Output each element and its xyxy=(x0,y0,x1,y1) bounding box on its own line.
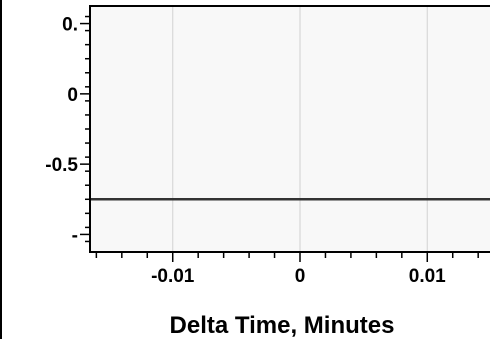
y-tick-label-0: 0. xyxy=(62,15,78,36)
x-tick-label-0: -0.01 xyxy=(151,266,195,287)
y-axis: 0. 0 -0.5 - xyxy=(45,15,90,246)
grid-lines xyxy=(172,6,428,252)
window-left-border xyxy=(0,0,2,339)
y-tick-label-2: -0.5 xyxy=(45,155,78,176)
x-tick-label-2: 0.01 xyxy=(409,266,446,287)
y-tick-label-3: - xyxy=(72,225,78,246)
x-axis: -0.01 0 0.01 xyxy=(95,252,479,287)
x-tick-label-1: 0 xyxy=(295,266,306,287)
x-axis-label: Delta Time, Minutes xyxy=(170,312,395,339)
plot-area xyxy=(90,6,490,252)
y-tick-label-1: 0 xyxy=(67,85,78,106)
